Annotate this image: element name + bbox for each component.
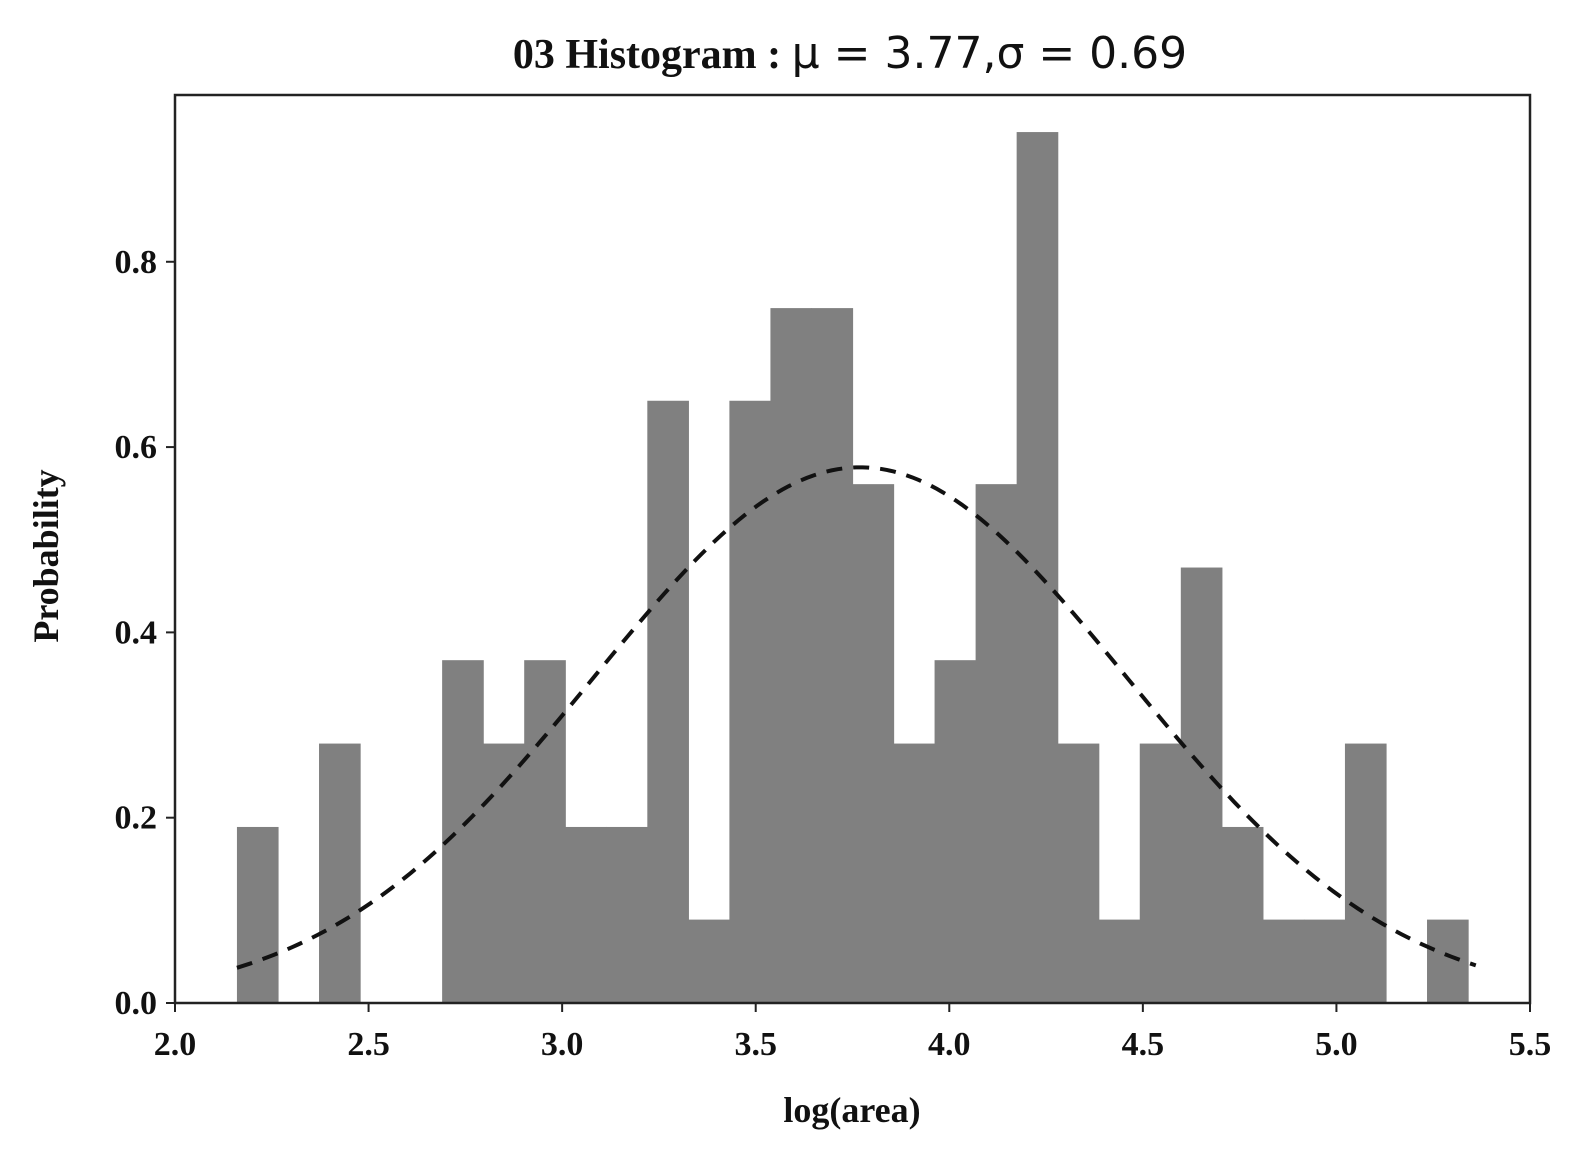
x-tick-label: 3.5 <box>734 1026 777 1063</box>
histogram-bar <box>893 743 936 1003</box>
x-tick-label: 5.0 <box>1315 1026 1358 1063</box>
x-tick-label: 3.0 <box>541 1026 584 1063</box>
y-tick-label: 0.0 <box>115 985 158 1022</box>
y-tick-label: 0.2 <box>115 800 158 837</box>
histogram-bar <box>1344 743 1387 1003</box>
x-tick-label: 5.5 <box>1509 1026 1552 1063</box>
y-tick-label: 0.6 <box>115 429 158 466</box>
y-axis-label: Probability <box>26 469 66 642</box>
histogram-bar <box>606 826 648 1003</box>
histogram-bars <box>236 132 1469 1004</box>
histogram-bar <box>236 826 279 1003</box>
chart-title: 03 Histogram : μ = 3.77,σ = 0.69 <box>513 28 1187 79</box>
normal-fit-curve <box>236 465 1477 970</box>
histogram-bar <box>483 743 525 1003</box>
plot-frame <box>173 93 1532 1005</box>
x-tick-label: 4.0 <box>928 1026 971 1063</box>
histogram-bar <box>319 743 361 1003</box>
histogram-bar <box>729 400 772 1003</box>
histogram-bar <box>1303 919 1346 1003</box>
histogram-bar <box>1221 826 1264 1003</box>
histogram-bar <box>1016 132 1059 1003</box>
histogram-bar <box>1139 743 1182 1003</box>
histogram-bar <box>647 400 689 1003</box>
x-axis-label: log(area) <box>783 1090 920 1130</box>
histogram-bar <box>811 308 854 1004</box>
histogram-bar <box>688 919 730 1003</box>
histogram-bar <box>1262 919 1305 1003</box>
chart-title-text: 03 Histogram : <box>513 32 792 78</box>
histogram-bar <box>975 484 1018 1003</box>
x-tick-label: 2.5 <box>347 1026 390 1063</box>
histogram-bar <box>1427 919 1469 1003</box>
histogram-bar <box>1098 919 1141 1003</box>
x-axis-ticks: 2.0 2.5 3.0 3.5 4.0 4.5 5.0 5.5 <box>154 1003 1552 1063</box>
histogram-bar <box>442 660 484 1003</box>
histogram-bar <box>852 484 895 1003</box>
histogram-bar <box>1180 567 1223 1003</box>
histogram-bar <box>524 660 566 1003</box>
histogram-bar <box>1057 743 1100 1003</box>
histogram-bar <box>934 660 977 1003</box>
x-tick-label: 4.5 <box>1122 1026 1165 1063</box>
y-tick-label: 0.8 <box>115 244 158 281</box>
y-axis-ticks: 0.0 0.2 0.4 0.6 0.8 <box>115 244 175 1022</box>
y-tick-label: 0.4 <box>115 614 158 651</box>
histogram-bar <box>565 826 607 1003</box>
histogram-bar <box>770 308 813 1004</box>
chart-title-math: μ = 3.77,σ = 0.69 <box>792 28 1187 79</box>
x-tick-label: 2.0 <box>154 1026 197 1063</box>
